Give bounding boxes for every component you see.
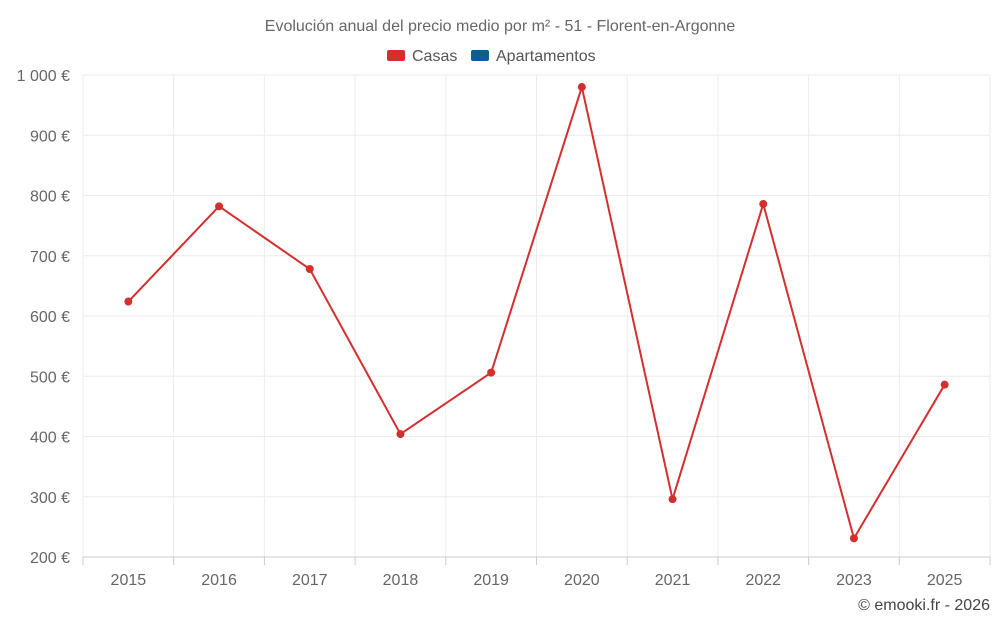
x-axis-labels: 2015 2016 2017 2018 2019 2020 2021 2022 2023 2025 [111,572,963,589]
x-tick-label: 2018 [383,572,419,589]
y-tick-label: 300 € [30,490,70,507]
y-tick-label: 900 € [30,128,70,145]
y-tick-label: 500 € [30,369,70,386]
legend-label-apartamentos: Apartamentos [496,48,596,65]
x-tick-label: 2022 [745,572,781,589]
y-tick-label: 700 € [30,249,70,266]
y-tick-label: 600 € [30,309,70,326]
y-axis-labels: 200 € 300 € 400 € 500 € 600 € 700 € 800 € 900 €… [17,68,70,567]
x-tick-label: 2021 [655,572,691,589]
legend: Casas Apartamentos [387,48,596,65]
data-point-casas[interactable] [124,297,133,306]
data-point-casas[interactable] [577,83,586,92]
x-axis-ticks [82,557,991,565]
data-point-casas[interactable] [215,202,224,211]
y-tick-label: 1 000 € [17,68,70,85]
legend-swatch-casas [387,50,405,61]
series-points-casas [124,83,949,543]
x-tick-label: 2023 [836,572,872,589]
x-tick-label: 2019 [473,572,509,589]
x-tick-label: 2015 [111,572,147,589]
data-point-casas[interactable] [305,265,314,274]
data-point-casas[interactable] [759,199,768,208]
data-point-casas[interactable] [487,368,496,377]
chart-title: Evolución anual del precio medio por m² … [265,18,736,35]
y-tick-label: 200 € [30,550,70,567]
series-line-casas [127,83,946,541]
x-tick-label: 2020 [564,572,600,589]
data-point-casas[interactable] [849,534,858,543]
legend-item-casas[interactable]: Casas [387,48,457,65]
legend-label-casas: Casas [412,48,457,65]
y-tick-label: 400 € [30,430,70,447]
x-tick-label: 2025 [927,572,963,589]
y-tick-label: 800 € [30,189,70,206]
x-gridlines [82,75,991,557]
x-tick-label: 2017 [292,572,328,589]
legend-swatch-apartamentos [471,50,489,61]
x-tick-label: 2016 [201,572,237,589]
data-point-casas[interactable] [940,380,949,389]
legend-item-apartamentos[interactable]: Apartamentos [471,48,596,65]
credit-text: © emooki.fr - 2026 [858,597,990,614]
data-point-casas[interactable] [396,430,405,439]
data-point-casas[interactable] [668,495,677,504]
